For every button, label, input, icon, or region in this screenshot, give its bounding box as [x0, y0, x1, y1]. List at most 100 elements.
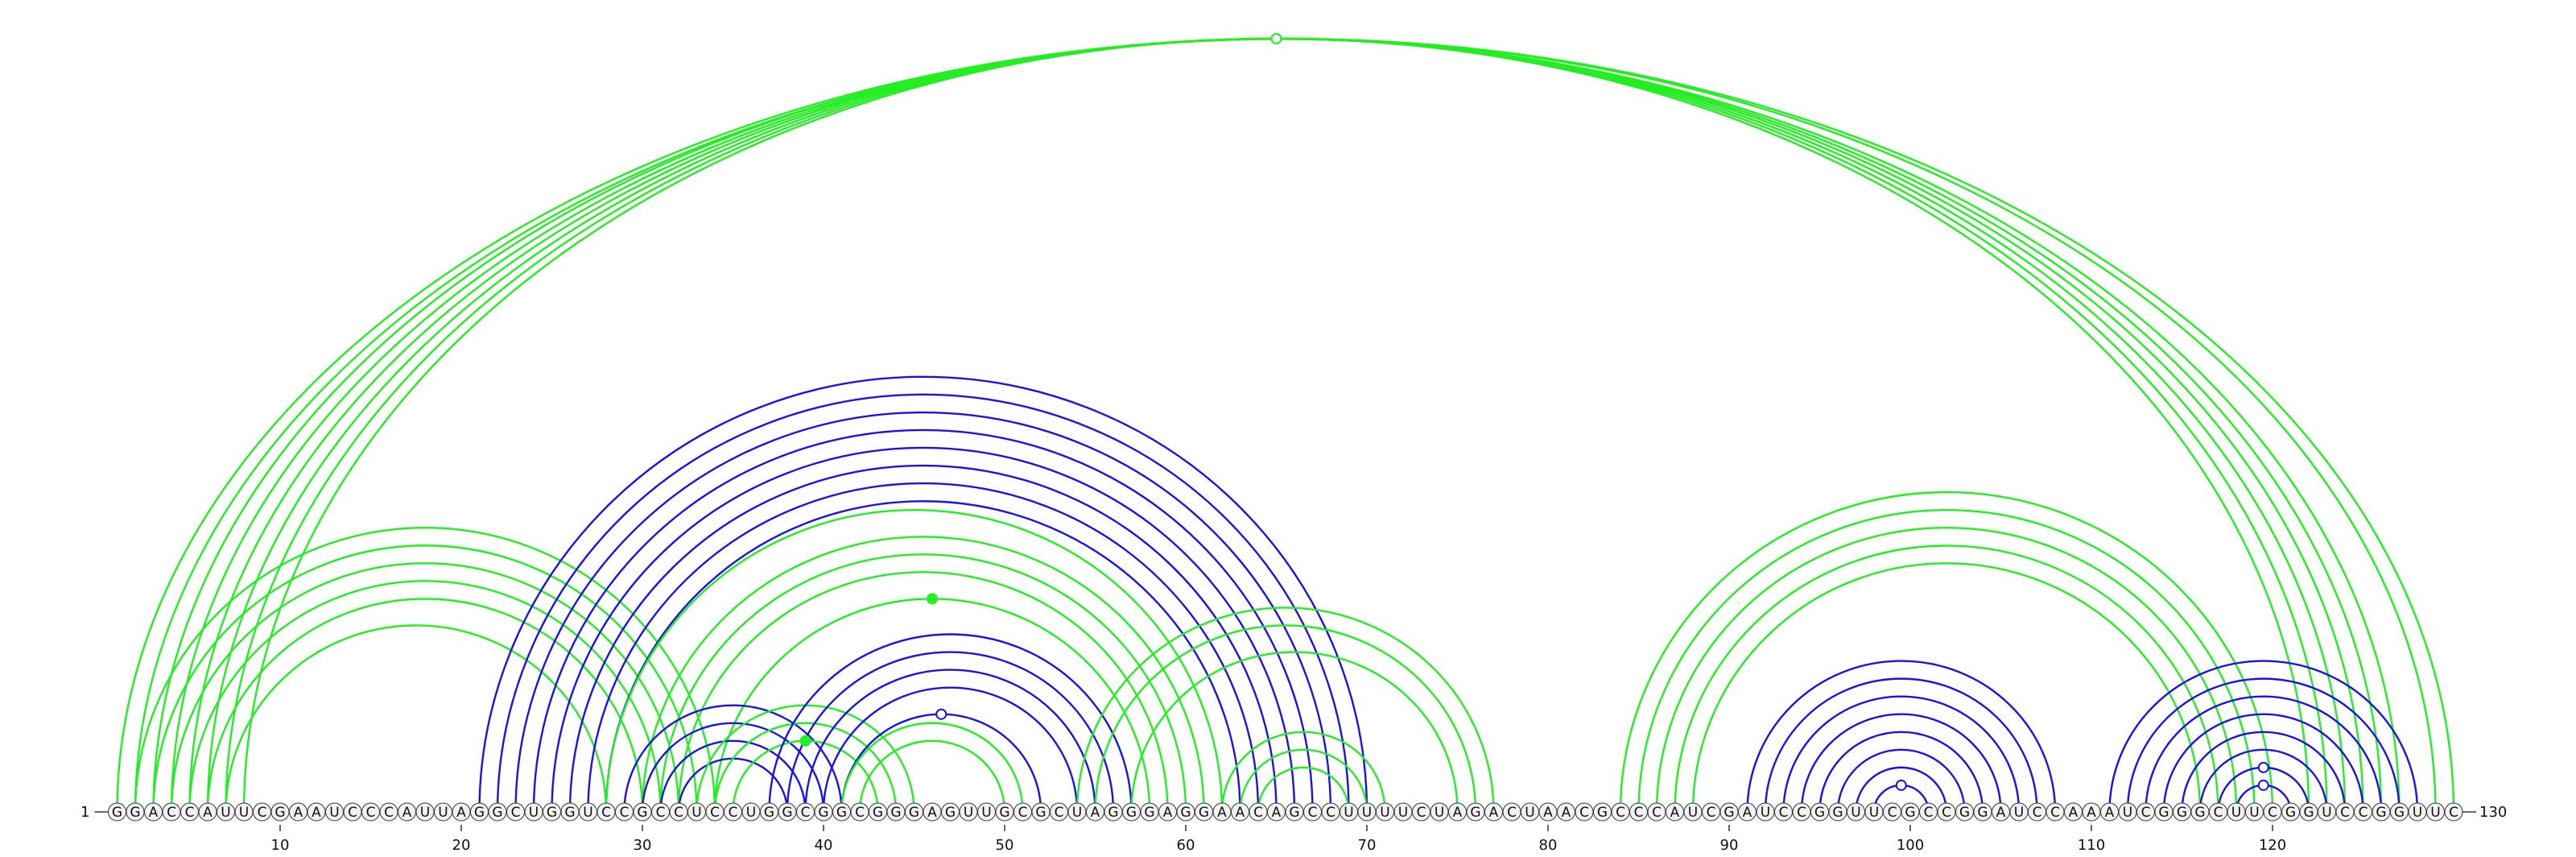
nucleotide: C: [1937, 802, 1956, 822]
nucleotide-letter: U: [2430, 805, 2440, 821]
nucleotide-letter: C: [185, 805, 195, 821]
nucleotide: A: [1738, 802, 1757, 822]
nucleotide-letter: U: [1072, 805, 1082, 821]
base-pair-arc: [768, 633, 1133, 813]
nucleotide: G: [1593, 802, 1612, 822]
base-pair-arc: [1257, 766, 1350, 813]
nucleotide-letter: G: [1977, 805, 1988, 821]
nucleotide: G: [832, 802, 851, 822]
nucleotide-letter: A: [1453, 805, 1463, 821]
nucleotide-letter: G: [1108, 805, 1118, 821]
nucleotide-letter: A: [1091, 805, 1100, 821]
nucleotide-letter: G: [637, 805, 647, 821]
nucleotide-letter: G: [1289, 805, 1299, 821]
nucleotide: G: [1122, 802, 1141, 822]
nucleotide: U: [2408, 802, 2427, 822]
nucleotide: U: [325, 802, 344, 822]
nucleotide-letter: U: [438, 805, 448, 821]
nucleotide: C: [343, 802, 362, 822]
nucleotide: A: [1666, 802, 1684, 822]
nucleotide: G: [543, 802, 561, 822]
nucleotide: U: [2118, 802, 2137, 822]
nucleotide-letter: A: [927, 805, 937, 821]
nucleotide: C: [1611, 802, 1630, 822]
nucleotide-letter: C: [1326, 805, 1335, 821]
nucleotide-letter: U: [2322, 805, 2331, 821]
nucleotide: A: [1992, 802, 2010, 822]
nucleotide-letter: A: [456, 805, 466, 821]
nucleotide-letter: C: [2340, 805, 2350, 821]
nucleotide: C: [162, 802, 181, 822]
nucleotide-letter: C: [1417, 805, 1426, 821]
nucleotide-letter: C: [656, 805, 666, 821]
nucleotide-letter: G: [2376, 805, 2386, 821]
nucleotide: U: [741, 802, 761, 822]
base-pair-arc: [170, 562, 680, 813]
nucleotide-letter: G: [999, 805, 1009, 821]
nucleotide: G: [1104, 802, 1123, 822]
nucleotide: C: [506, 802, 525, 822]
nucleotide-letter: C: [1308, 805, 1318, 821]
nucleotide: G: [869, 802, 887, 822]
nucleotide-letter: A: [1562, 805, 1571, 821]
nucleotide-letter: G: [1597, 805, 1608, 821]
nucleotide-letter: U: [691, 805, 701, 821]
nucleotide: A: [1484, 802, 1503, 822]
arcs-layer: [116, 37, 2455, 813]
nucleotide-letter: A: [149, 805, 159, 821]
nucleotide-letter: U: [1398, 805, 1408, 821]
tick-label: 110: [2078, 837, 2105, 854]
nucleotide: U: [1357, 802, 1377, 822]
nucleotide-letter: C: [1707, 805, 1716, 821]
nucleotide: U: [2227, 802, 2246, 822]
nucleotide: A: [1086, 802, 1104, 822]
nucleotide-letter: U: [2123, 805, 2132, 821]
end-position-label: 130: [2479, 804, 2507, 821]
nucleotide: G: [1031, 802, 1051, 822]
base-pair-arc: [2126, 677, 2401, 813]
nucleotide-letter: G: [1035, 805, 1046, 821]
nucleotide-letter: G: [2158, 805, 2169, 821]
nucleotide-letter: G: [818, 805, 828, 821]
base-pair-arc: [2181, 731, 2347, 813]
nucleotide: G: [760, 802, 778, 822]
base-pair-arc: [116, 37, 2455, 813]
nucleotide: A: [1212, 802, 1232, 822]
nucleotide: U: [1393, 802, 1413, 822]
base-pair-arc: [532, 428, 1314, 813]
nucleotide: C: [1013, 802, 1032, 822]
nucleotide: C: [2263, 802, 2282, 822]
nucleotide-letter: C: [674, 805, 683, 821]
base-pair-arc: [2108, 660, 2419, 813]
nucleotide-letter: A: [203, 805, 213, 821]
nucleotide: A: [2100, 802, 2119, 822]
nucleotide-letter: C: [167, 805, 176, 821]
nucleotide: C: [1774, 802, 1793, 822]
base-pair-arc: [225, 624, 608, 813]
nucleotide-letter: U: [746, 805, 756, 821]
nucleotide-letter: U: [1380, 805, 1389, 821]
base-pair-arc: [840, 713, 1042, 813]
nucleotide-letter: A: [1163, 805, 1173, 821]
nucleotide-letter: C: [1797, 805, 1806, 821]
arc-marker: [1270, 33, 1282, 44]
base-pair-arc: [1782, 695, 2021, 813]
nucleotide-letter: U: [964, 805, 973, 821]
nucleotide-letter: G: [474, 805, 485, 821]
nucleotide-letter: C: [1507, 805, 1517, 821]
nucleotide-letter: U: [1688, 805, 1698, 821]
nucleotide-letter: G: [2394, 805, 2405, 821]
nucleotide: C: [1502, 802, 1521, 822]
nucleotide: A: [1231, 802, 1249, 822]
nucleotide-letter: C: [601, 805, 611, 821]
nucleotide: C: [2136, 802, 2155, 822]
nucleotide-letter: G: [945, 805, 956, 821]
nucleotide: U: [1847, 802, 1865, 822]
nucleotide-letter: C: [1579, 805, 1589, 821]
nucleotide: C: [1249, 802, 1268, 822]
nucleotide: G: [1901, 802, 1920, 822]
nucleotide: C: [1647, 802, 1666, 822]
nucleotide: A: [307, 802, 326, 822]
nucleotide-letter: C: [2050, 805, 2060, 821]
nucleotide-letter: G: [1144, 805, 1154, 821]
